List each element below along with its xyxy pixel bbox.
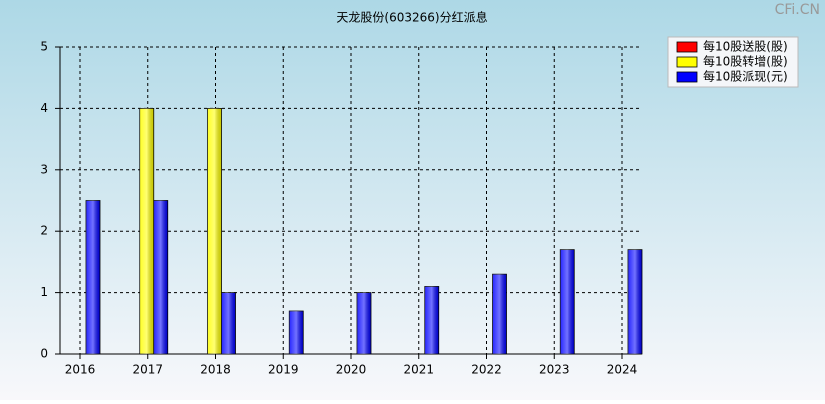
x-tick-label: 2023 xyxy=(539,363,570,377)
x-tick-label: 2016 xyxy=(65,363,96,377)
x-tick-label: 2022 xyxy=(471,363,502,377)
y-tick-label: 0 xyxy=(40,347,48,361)
bar-shade xyxy=(86,200,100,354)
x-tick-label: 2017 xyxy=(132,363,163,377)
y-tick-label: 2 xyxy=(40,224,48,238)
bar-shade xyxy=(424,286,439,354)
watermark: CFi.CN xyxy=(775,2,820,18)
legend-swatch xyxy=(676,41,698,53)
bar-shade xyxy=(560,249,575,354)
bar-shade xyxy=(289,311,304,354)
bar-shade xyxy=(357,292,371,354)
bar-shade xyxy=(207,108,222,355)
bar-shade xyxy=(492,274,507,354)
legend-label: 每10股派现(元) xyxy=(703,69,788,84)
legend-label: 每10股送股(股) xyxy=(703,39,788,54)
bar-shade xyxy=(139,108,154,355)
x-tick-label: 2018 xyxy=(200,363,231,377)
bar-shade xyxy=(153,200,168,354)
x-tick-label: 2020 xyxy=(336,363,367,377)
legend-swatch xyxy=(676,56,698,68)
legend-label: 每10股转增(股) xyxy=(703,54,788,69)
x-tick-label: 2021 xyxy=(403,363,434,377)
bar-shade xyxy=(628,249,642,354)
x-tick-label: 2019 xyxy=(268,363,299,377)
y-tick-label: 5 xyxy=(40,40,48,54)
chart-title: 天龙股份(603266)分红派息 xyxy=(336,10,487,25)
y-tick-label: 1 xyxy=(40,285,48,299)
bar-shade xyxy=(221,292,236,354)
y-tick-label: 4 xyxy=(40,101,48,115)
x-tick-label: 2024 xyxy=(607,363,638,377)
y-tick-label: 3 xyxy=(40,162,48,176)
legend-swatch xyxy=(676,71,698,83)
